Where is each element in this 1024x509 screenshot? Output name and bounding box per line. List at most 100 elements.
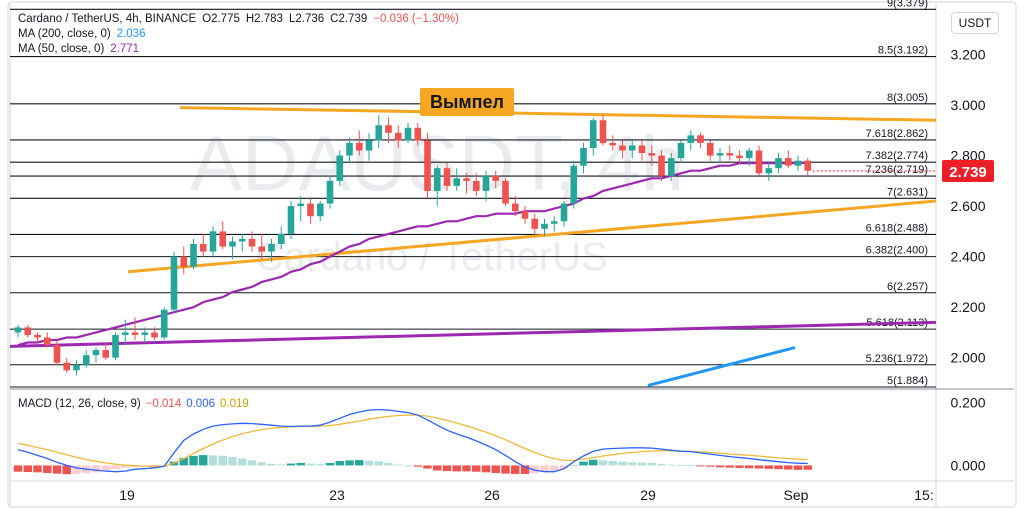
candle-body bbox=[599, 120, 607, 143]
candle-body bbox=[268, 244, 275, 252]
candle bbox=[560, 201, 568, 227]
macd-label[interactable]: MACD (12, 26, close, 9) bbox=[18, 398, 141, 410]
macd-hist-bar bbox=[62, 465, 71, 475]
candle bbox=[716, 148, 724, 164]
fib-level-label: 7.236(2.719) bbox=[866, 164, 928, 176]
candle bbox=[355, 130, 363, 156]
candle-body bbox=[248, 238, 256, 247]
pennant-label-box bbox=[420, 88, 514, 116]
macd-hist-bar bbox=[608, 461, 617, 466]
macd-hist-bar bbox=[316, 464, 325, 466]
candle bbox=[307, 198, 314, 224]
macd-hist-bar bbox=[481, 465, 491, 473]
candle-body bbox=[346, 142, 353, 156]
candle bbox=[82, 350, 90, 368]
candle bbox=[804, 158, 812, 176]
macd-hist-bar bbox=[228, 456, 237, 466]
macd-hist-bar bbox=[384, 462, 393, 466]
candle-body bbox=[706, 142, 714, 156]
candle bbox=[609, 135, 617, 151]
macd-hist-bar bbox=[199, 455, 208, 466]
last-price-label: 2.739 bbox=[949, 164, 987, 181]
macd-signal-value: 0.019 bbox=[220, 398, 249, 410]
candle bbox=[199, 233, 207, 257]
x-tick-label: 23 bbox=[329, 487, 345, 503]
candle-body bbox=[716, 153, 724, 156]
candle-body bbox=[190, 244, 197, 267]
fib-level-label: 5(1.884) bbox=[887, 375, 928, 387]
candle-body bbox=[112, 334, 119, 358]
y-tick-label: 2.800 bbox=[950, 148, 985, 164]
candle bbox=[745, 148, 753, 166]
macd-hist-bar bbox=[335, 461, 344, 466]
candle-body bbox=[160, 309, 168, 338]
candle bbox=[346, 137, 353, 164]
candle bbox=[414, 122, 422, 146]
candle bbox=[121, 319, 129, 346]
candle-body bbox=[34, 334, 41, 338]
candle-body bbox=[404, 127, 412, 141]
currency-button[interactable]: USDT bbox=[951, 12, 999, 34]
candle-body bbox=[277, 233, 285, 244]
candle bbox=[775, 153, 782, 174]
macd-hist-bar bbox=[101, 465, 110, 472]
candle-body bbox=[355, 142, 363, 151]
candle-body bbox=[697, 135, 704, 143]
macd-hist-bar bbox=[208, 455, 218, 466]
candle-body bbox=[394, 132, 402, 141]
candle-body bbox=[258, 246, 266, 252]
candle-body bbox=[492, 175, 500, 181]
macd-hist-bar bbox=[179, 457, 188, 466]
candle bbox=[638, 140, 646, 161]
macd-hist-bar bbox=[189, 456, 198, 466]
candle bbox=[375, 115, 383, 148]
fib-level-label: 7.382(2.774) bbox=[866, 150, 928, 162]
macd-hist-bar bbox=[803, 465, 812, 470]
candle bbox=[219, 221, 227, 250]
macd-hist-bar bbox=[413, 465, 422, 467]
macd-hist-bar bbox=[520, 465, 530, 474]
macd-hist-bar bbox=[540, 465, 549, 473]
last-price-tag bbox=[942, 159, 994, 182]
y-tick-label: 2.400 bbox=[950, 249, 985, 265]
candle-body bbox=[199, 244, 207, 252]
candle bbox=[24, 324, 32, 338]
candle-body bbox=[424, 140, 431, 191]
macd-hist-bar bbox=[72, 465, 81, 474]
candle bbox=[472, 173, 480, 196]
candle bbox=[424, 132, 431, 199]
macd-hist-bar bbox=[267, 463, 276, 466]
candle-body bbox=[521, 211, 529, 219]
candle bbox=[131, 317, 139, 340]
x-tick-label: 19 bbox=[119, 487, 135, 503]
candle bbox=[677, 140, 685, 164]
macd-hist-bar bbox=[442, 465, 452, 472]
candle-body bbox=[170, 256, 178, 310]
candle bbox=[502, 178, 509, 207]
candle-body bbox=[541, 223, 548, 229]
candle-body bbox=[297, 203, 305, 207]
candle-body bbox=[102, 350, 110, 358]
macd-hist-bar bbox=[286, 463, 296, 466]
y-tick-label: 3.200 bbox=[950, 47, 985, 63]
candle bbox=[687, 130, 695, 151]
candle bbox=[658, 150, 665, 181]
candle-body bbox=[433, 168, 441, 191]
candle bbox=[511, 196, 519, 217]
candle-body bbox=[628, 145, 636, 151]
macd-hist-bar bbox=[764, 465, 773, 469]
macd-hist-bar bbox=[462, 465, 471, 472]
pennant-lower-line bbox=[127, 199, 937, 274]
candle-body bbox=[375, 125, 383, 141]
macd-hist-bar bbox=[511, 465, 520, 474]
candle-body bbox=[326, 180, 334, 204]
macd-tick-label: 0.200 bbox=[950, 395, 985, 411]
candle-body bbox=[648, 153, 656, 156]
candles bbox=[14, 115, 812, 376]
candle bbox=[697, 132, 704, 148]
candle-body bbox=[180, 256, 188, 267]
candle bbox=[755, 145, 763, 176]
candle bbox=[394, 125, 402, 148]
